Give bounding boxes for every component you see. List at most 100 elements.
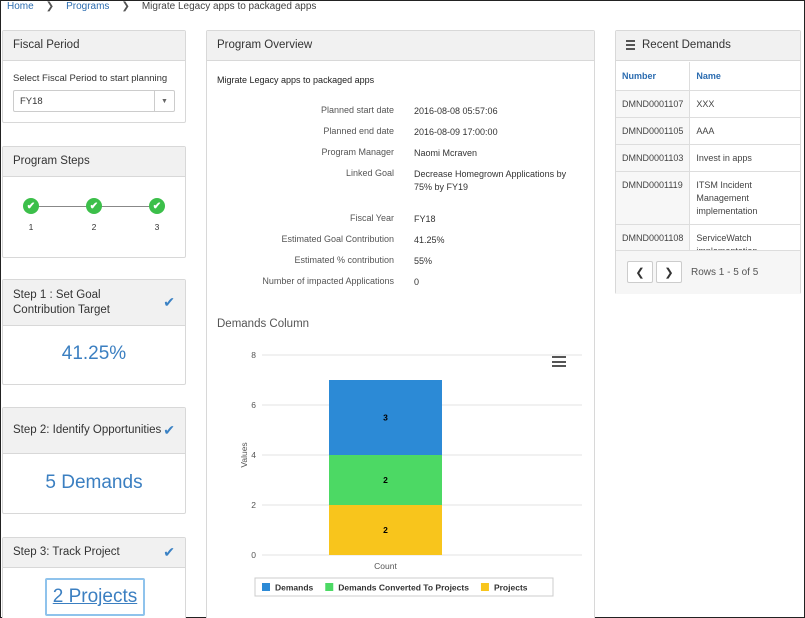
pagination-bar: ❮ ❯ Rows 1 - 5 of 5 bbox=[616, 250, 800, 294]
data-label: 2 bbox=[383, 475, 388, 485]
legend-swatch bbox=[262, 583, 270, 591]
checkmark-icon: ✔ bbox=[163, 544, 175, 560]
breadcrumb-programs[interactable]: Programs bbox=[66, 0, 110, 12]
demand-name: XXX bbox=[689, 90, 800, 118]
table-row[interactable]: DMND0001107 XXX bbox=[616, 90, 800, 118]
chevron-left-icon: ❮ bbox=[635, 266, 645, 279]
fiscal-period-value: FY18 bbox=[20, 95, 43, 107]
caret-down-icon[interactable]: ▼ bbox=[154, 91, 174, 111]
program-overview-header: Program Overview bbox=[207, 31, 594, 61]
breadcrumb-home[interactable]: Home bbox=[7, 0, 34, 12]
field-key: Estimated % contribution bbox=[294, 255, 394, 265]
step-3-panel: Step 3: Track Project ✔ 2 Projects bbox=[2, 537, 186, 618]
field-key: Linked Goal bbox=[345, 168, 394, 178]
step-2-title: Step 2: Identify Opportunities bbox=[13, 424, 162, 436]
demands-count-link[interactable]: 5 Demands bbox=[45, 472, 143, 493]
field-key: Planned end date bbox=[323, 126, 394, 136]
demand-number[interactable]: DMND0001119 bbox=[616, 171, 691, 225]
breadcrumb: Home ❯ Programs ❯ Migrate Legacy apps to… bbox=[7, 0, 316, 12]
field-value: Decrease Homegrown Applications by 75% b… bbox=[414, 169, 567, 192]
field-value: 0 bbox=[414, 277, 420, 287]
chart-title: Demands Column bbox=[217, 318, 310, 330]
legend-label: Demands bbox=[275, 583, 314, 593]
legend-swatch bbox=[480, 583, 489, 591]
y-tick-label: 0 bbox=[251, 550, 256, 560]
fiscal-period-select[interactable]: FY18 ▼ bbox=[13, 90, 175, 112]
demand-number[interactable]: DMND0001107 bbox=[616, 90, 691, 118]
projects-count-link[interactable]: 2 Projects bbox=[45, 578, 145, 616]
demand-name: Invest in apps bbox=[689, 144, 800, 172]
field-key: Program Manager bbox=[321, 147, 394, 157]
y-axis-label: Values bbox=[239, 442, 249, 467]
fiscal-period-panel: Fiscal Period Select Fiscal Period to st… bbox=[2, 30, 186, 123]
step-3-header: Step 3: Track Project ✔ bbox=[3, 538, 185, 568]
step-1-header: Step 1 : Set Goal Contribution Target ✔ bbox=[3, 280, 185, 326]
table-row[interactable]: DMND0001103 Invest in apps bbox=[616, 144, 800, 172]
field-value: 2016-08-09 17:00:00 bbox=[414, 127, 498, 137]
program-steps-header: Program Steps bbox=[3, 147, 185, 177]
legend-label: Projects bbox=[494, 583, 528, 593]
step-1-number: 1 bbox=[28, 222, 34, 232]
column-header-name[interactable]: Name bbox=[689, 62, 800, 91]
field-value: 55% bbox=[414, 256, 433, 266]
step-1-title: Step 1 : Set Goal Contribution Target bbox=[13, 288, 110, 316]
recent-demands-table: Number Name DMND0001107 XXX DMND0001105 … bbox=[616, 62, 800, 265]
field-value: Naomi Mcraven bbox=[414, 148, 478, 158]
table-row[interactable]: DMND0001119 ITSM Incident Management imp… bbox=[616, 171, 800, 225]
checkmark-icon: ✔ bbox=[163, 294, 175, 310]
step-2-header: Step 2: Identify Opportunities ✔ bbox=[3, 408, 185, 454]
demands-chart: 0 2 4 6 8 Values 2 2 3 Count Demands Demands Conver… bbox=[239, 350, 582, 597]
chevron-right-icon: ❯ bbox=[45, 0, 55, 12]
field-key: Fiscal Year bbox=[349, 213, 394, 223]
demand-number[interactable]: DMND0001105 bbox=[616, 117, 691, 145]
y-tick-label: 2 bbox=[251, 500, 256, 510]
step-2-number: 2 bbox=[91, 222, 97, 232]
y-tick-label: 6 bbox=[251, 400, 256, 410]
legend-label: Demands Converted To Projects bbox=[338, 583, 469, 593]
legend-swatch bbox=[325, 583, 334, 591]
recent-demands-title: Recent Demands bbox=[642, 39, 731, 51]
bar-segment bbox=[329, 505, 442, 555]
field-value: 2016-08-08 05:57:06 bbox=[414, 106, 498, 116]
column-header-number[interactable]: Number bbox=[616, 62, 691, 91]
legend-box bbox=[254, 577, 554, 597]
checkmark-icon: ✔ bbox=[163, 422, 175, 438]
program-overview-panel: Program Overview Migrate Legacy apps to … bbox=[206, 30, 595, 618]
chart-menu-icon[interactable] bbox=[552, 356, 566, 367]
y-tick-label: 4 bbox=[251, 450, 256, 460]
step-1-panel: Step 1 : Set Goal Contribution Target ✔ … bbox=[2, 279, 186, 385]
field-value: 41.25% bbox=[414, 235, 445, 245]
step-3-title: Step 3: Track Project bbox=[13, 546, 120, 558]
x-tick-label: Count bbox=[374, 561, 397, 571]
step-3-check-icon[interactable]: ✔ bbox=[149, 198, 165, 214]
chevron-right-icon: ❯ bbox=[664, 266, 674, 279]
fiscal-period-label: Select Fiscal Period to start planning bbox=[13, 73, 168, 84]
bar-segment bbox=[329, 455, 442, 505]
step-2-panel: Step 2: Identify Opportunities ✔ 5 Deman… bbox=[2, 407, 186, 514]
demand-name: AAA bbox=[689, 117, 800, 145]
bar-segment bbox=[329, 380, 442, 455]
program-name: Migrate Legacy apps to packaged apps bbox=[217, 75, 375, 85]
previous-page-button[interactable]: ❮ bbox=[627, 261, 653, 283]
breadcrumb-current: Migrate Legacy apps to packaged apps bbox=[141, 0, 317, 12]
next-page-button[interactable]: ❯ bbox=[656, 261, 682, 283]
program-steps-title: Program Steps bbox=[13, 155, 90, 167]
data-label: 3 bbox=[383, 413, 388, 423]
table-row[interactable]: DMND0001105 AAA bbox=[616, 117, 800, 145]
rows-count-text: Rows 1 - 5 of 5 bbox=[691, 267, 759, 278]
program-overview-title: Program Overview bbox=[217, 39, 313, 51]
step-3-number: 3 bbox=[154, 222, 160, 232]
fiscal-period-header: Fiscal Period bbox=[3, 31, 185, 61]
recent-demands-header: Recent Demands bbox=[616, 31, 800, 61]
fiscal-period-title: Fiscal Period bbox=[13, 39, 80, 51]
demand-number[interactable]: DMND0001103 bbox=[616, 144, 691, 172]
field-value: FY18 bbox=[414, 214, 436, 224]
list-icon bbox=[626, 39, 635, 52]
goal-contribution-value: 41.25% bbox=[61, 343, 127, 364]
field-key: Estimated Goal Contribution bbox=[281, 234, 394, 244]
step-2-check-icon[interactable]: ✔ bbox=[86, 198, 102, 214]
demand-name: ITSM Incident Management implementation bbox=[689, 171, 800, 225]
step-1-check-icon[interactable]: ✔ bbox=[23, 198, 39, 214]
y-tick-label: 8 bbox=[251, 350, 256, 360]
field-key: Planned start date bbox=[320, 105, 394, 115]
